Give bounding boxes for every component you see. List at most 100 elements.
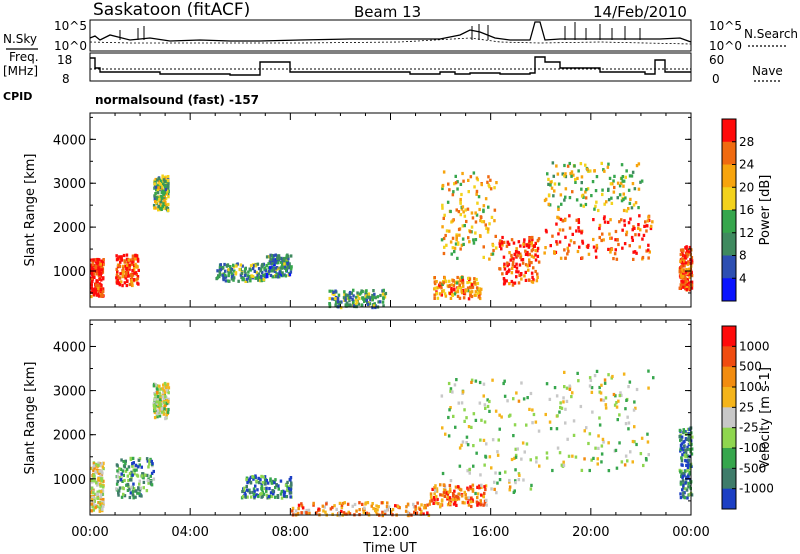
velocity-cell	[167, 399, 170, 404]
power-cell	[582, 195, 585, 199]
power-cell	[90, 290, 93, 294]
velocity-cell	[272, 489, 275, 493]
power-cell	[681, 253, 685, 257]
velocity-colorbar-tick-label: 100	[739, 380, 762, 394]
power-cell	[167, 195, 170, 199]
power-cell	[460, 243, 464, 247]
velocity-cell	[467, 488, 470, 492]
velocity-cell	[116, 474, 120, 478]
power-cell	[553, 182, 557, 186]
power-cell	[638, 214, 641, 218]
velocity-cell	[358, 508, 361, 512]
power-cell	[633, 187, 637, 191]
power-cell	[358, 296, 361, 301]
power-cell	[458, 283, 461, 287]
velocity-cell	[167, 407, 170, 412]
power-colorbar-label: Power [dB]	[758, 175, 773, 246]
velocity-cell	[647, 369, 650, 373]
velocity-cell	[242, 488, 246, 492]
velocity-cell	[603, 378, 607, 382]
velocity-cell	[478, 486, 481, 490]
power-cell	[257, 267, 261, 271]
velocity-cell	[125, 483, 128, 487]
power-cell	[612, 257, 615, 261]
power-cell	[451, 246, 455, 250]
power-cell	[97, 294, 101, 298]
power-cell	[163, 185, 167, 189]
power-cell	[478, 207, 481, 212]
velocity-cell	[99, 497, 102, 501]
power-cell	[155, 195, 158, 199]
power-cell	[136, 257, 140, 261]
velocity-cell	[520, 457, 523, 461]
velocity-cell	[446, 497, 449, 501]
power-cell	[462, 284, 465, 288]
power-cell	[95, 293, 99, 297]
power-cell	[593, 207, 596, 211]
power-cell	[121, 284, 124, 288]
power-cell	[460, 207, 464, 211]
velocity-cell	[474, 418, 478, 422]
power-cell	[456, 288, 459, 292]
velocity-cell	[387, 505, 391, 509]
power-cell	[547, 194, 551, 198]
power-cell	[625, 169, 628, 173]
power-cell	[467, 236, 470, 240]
power-cell	[612, 190, 616, 194]
power-cell	[526, 253, 530, 257]
power-cell	[642, 233, 646, 237]
power-cell	[510, 238, 514, 242]
power-cell	[515, 275, 518, 279]
power-cell	[447, 182, 450, 186]
power-cell	[500, 241, 504, 245]
velocity-cell	[244, 495, 247, 499]
velocity-cell	[141, 474, 144, 478]
power-cell	[508, 282, 511, 286]
velocity-cell	[580, 468, 584, 472]
velocity-cell	[93, 492, 97, 496]
power-region-6	[433, 275, 483, 301]
velocity-cell	[688, 471, 691, 476]
velocity-cell	[100, 490, 103, 494]
velocity-cell	[470, 496, 473, 500]
power-cell	[120, 255, 123, 259]
velocity-cell	[141, 472, 144, 476]
power-cell	[157, 180, 160, 184]
velocity-cell	[131, 490, 135, 494]
noise-tick-bottom-left: 10^0	[54, 39, 87, 53]
power-cell	[646, 219, 650, 223]
velocity-cell	[574, 455, 578, 459]
velocity-cell	[632, 408, 636, 412]
power-cell	[610, 247, 614, 251]
velocity-cell	[159, 394, 162, 399]
velocity-cell	[255, 493, 258, 497]
power-cell	[534, 241, 537, 245]
power-cell	[520, 258, 523, 262]
power-cell	[480, 287, 483, 291]
power-cell	[100, 259, 103, 263]
power-cell	[163, 198, 166, 202]
power-cell	[154, 192, 157, 196]
power-cell	[521, 261, 525, 265]
power-cell	[277, 266, 280, 270]
power-cell	[455, 281, 459, 285]
power-cell	[470, 211, 474, 215]
velocity-cell	[348, 512, 352, 516]
power-cell	[559, 217, 563, 221]
power-cell	[239, 263, 243, 267]
power-cell	[466, 280, 469, 285]
velocity-cell	[261, 481, 265, 485]
power-cell	[164, 192, 168, 196]
velocity-cell	[251, 490, 254, 494]
velocity-cell	[576, 371, 579, 375]
power-cell	[473, 293, 477, 297]
power-cell	[133, 263, 136, 267]
power-cell	[498, 239, 502, 243]
velocity-cell	[124, 459, 127, 463]
velocity-cell	[119, 478, 123, 482]
velocity-cell	[124, 469, 128, 473]
velocity-cell	[535, 460, 538, 464]
velocity-cell	[544, 412, 547, 417]
power-cell	[435, 292, 438, 296]
power-cell	[566, 164, 570, 168]
